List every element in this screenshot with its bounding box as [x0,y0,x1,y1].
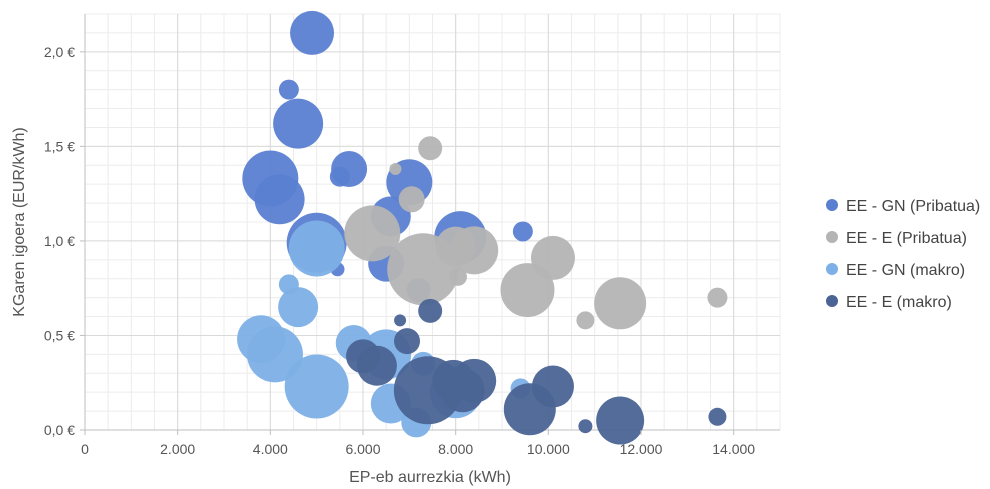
x-axis-title: EP-eb aurrezkia (kWh) [349,469,511,486]
bubble-point [246,326,303,383]
bubble-point [278,79,299,100]
x-tick-label: 8.000 [438,441,473,457]
bubble-point [500,263,555,318]
bubble-point [452,358,497,403]
tick-labels: 0 2.000 4.000 6.000 8.000 10.000 12.000 14.000 0… [44,44,755,457]
bubble-point [418,136,443,161]
x-tick-label: 4.000 [253,441,288,457]
legend-label: EE - GN (Pribatua) [846,198,980,215]
bubble-point [448,267,467,286]
legend-label: EE - GN (makro) [846,262,965,279]
legend-marker [826,199,838,211]
bubble-point [450,226,499,275]
y-tick-label: 0,0 € [44,422,75,438]
bubble-point [284,354,349,419]
legend-marker [826,231,838,243]
x-tick-label: 10.000 [527,441,570,457]
axes [84,14,780,431]
bubble-point [389,163,402,176]
y-axis-title: KGaren igoera (EUR/kWh) [11,127,28,316]
bubble-point [356,345,397,386]
legend-marker [826,263,838,275]
legend: EE - GN (Pribatua) EE - E (Pribatua) EE - … [826,198,980,311]
x-tick-label: 14.000 [712,441,755,457]
x-tick-label: 0 [81,441,89,457]
bubble-point [394,328,421,355]
bubble-point [578,419,593,434]
bubble-point [254,174,305,225]
x-tick-label: 2.000 [160,441,195,457]
legend-marker [826,295,838,307]
bubble-point [531,365,574,408]
bubble-point [707,287,728,308]
bubble-point [273,98,324,149]
y-tick-label: 2,0 € [44,44,75,60]
y-tick-label: 1,0 € [44,233,75,249]
series-3 [346,298,727,445]
bubble-point [329,166,350,187]
bubble-point [398,186,425,213]
x-tick-label: 6.000 [345,441,380,457]
bubble-point [344,205,401,262]
bubble-point [594,277,647,330]
bubble-point [576,311,595,330]
bubble-point [596,396,645,445]
y-tick-label: 0,5 € [44,327,75,343]
legend-label: EE - E (makro) [846,294,952,311]
bubble-point [512,221,533,242]
bubble-point [278,287,319,328]
bubble-point [418,298,443,323]
x-tick-label: 12.000 [620,441,663,457]
bubble-point [708,407,727,426]
plot-area [237,10,728,445]
bubble-point [290,10,335,55]
bubble-point [394,314,407,327]
legend-label: EE - E (Pribatua) [846,230,967,247]
y-tick-label: 1,5 € [44,138,75,154]
bubble-point [288,220,345,277]
series-1 [344,136,728,330]
